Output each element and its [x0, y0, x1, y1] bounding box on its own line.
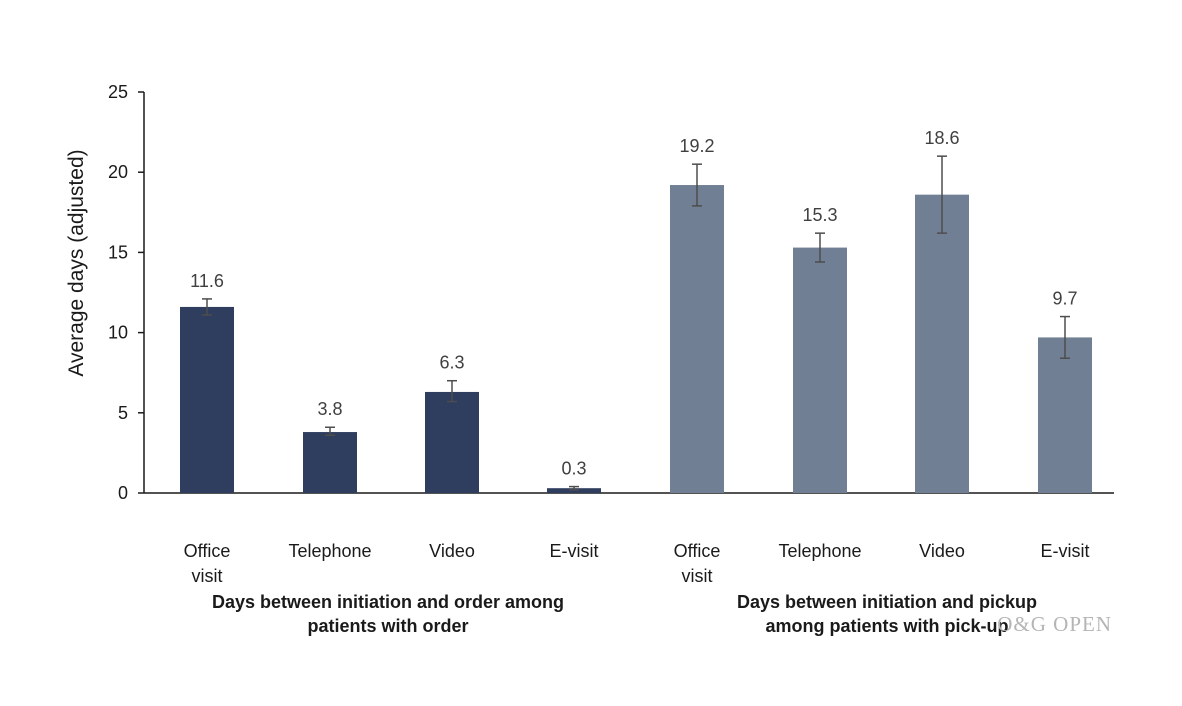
category-label: Office: [184, 541, 231, 561]
data-label: 0.3: [561, 459, 586, 479]
group-label: patients with order: [307, 616, 468, 636]
bar: [670, 185, 724, 494]
bar: [547, 488, 601, 493]
category-label: E-visit: [1041, 541, 1090, 561]
data-label: 6.3: [439, 353, 464, 373]
y-tick-label: 15: [108, 242, 128, 262]
category-label: Telephone: [288, 541, 371, 561]
data-label: 11.6: [190, 271, 224, 291]
y-tick-label: 10: [108, 323, 128, 343]
category-label: visit: [192, 566, 223, 586]
data-label: 9.7: [1052, 289, 1077, 309]
labels: 11.6 Office visit 3.8 Telephone 6.3 Video 0.3 E-…: [184, 128, 1090, 636]
bars: [180, 155, 1092, 494]
bar: [425, 391, 479, 493]
category-label: Video: [429, 541, 475, 561]
category-label: Video: [919, 541, 965, 561]
y-tick-label: 5: [118, 403, 128, 423]
data-label: 19.2: [679, 136, 714, 156]
y-tick-label: 25: [108, 82, 128, 102]
bar: [1038, 337, 1092, 493]
group-label: Days between initiation and pickup: [737, 592, 1037, 612]
group-label: among patients with pick-up: [765, 616, 1008, 636]
data-label: 15.3: [802, 205, 837, 225]
bar: [180, 306, 234, 493]
bar: [793, 247, 847, 493]
bar: [915, 194, 969, 493]
y-tick-label: 20: [108, 162, 128, 182]
bar: [303, 432, 357, 493]
data-label: 18.6: [924, 128, 959, 148]
journal-watermark: O&G OPEN: [997, 612, 1112, 636]
y-axis-title: Average days (adjusted): [65, 149, 88, 376]
category-label: Telephone: [778, 541, 861, 561]
y-tick-label: 0: [118, 483, 128, 503]
data-label: 3.8: [317, 399, 342, 419]
category-label: Office: [674, 541, 721, 561]
category-label: visit: [682, 566, 713, 586]
category-label: E-visit: [550, 541, 599, 561]
group-label: Days between initiation and order among: [212, 592, 564, 612]
